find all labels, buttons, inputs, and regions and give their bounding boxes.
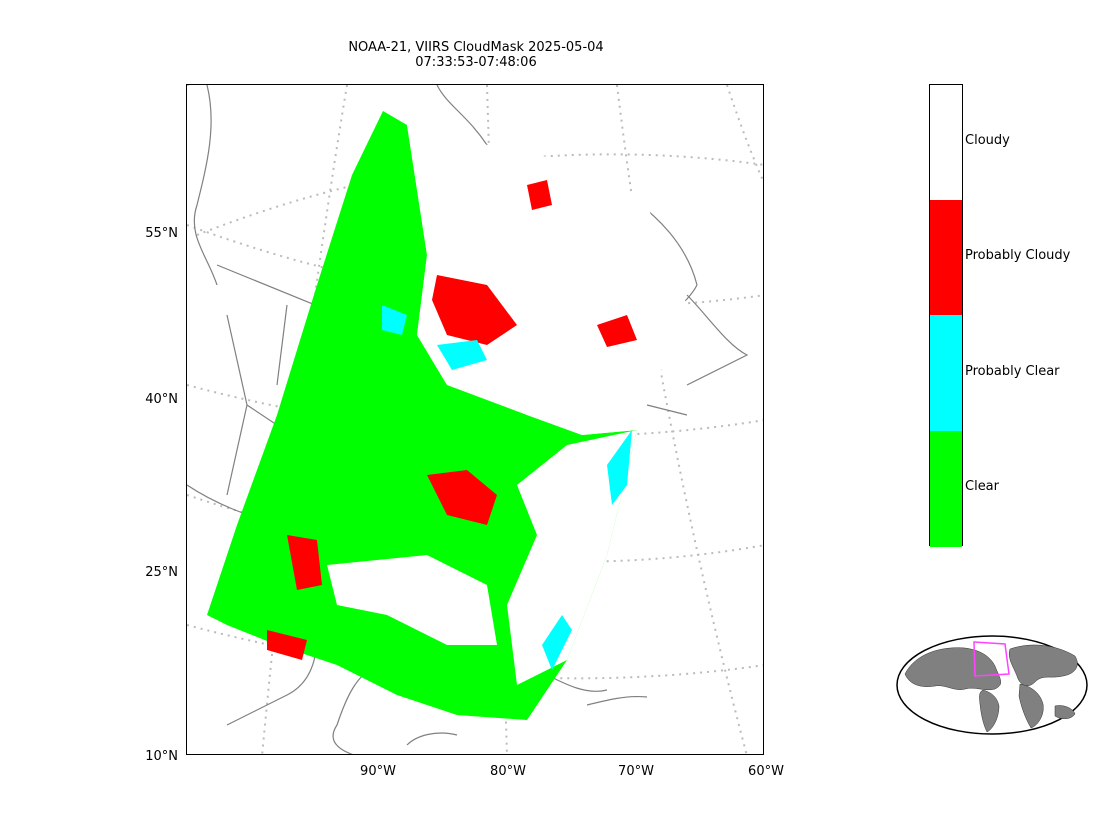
legend-label-probably-cloudy: Probably Cloudy [965, 248, 1071, 263]
swath-probcloudy-3 [287, 535, 322, 590]
lat-label-25: 25°N [145, 565, 178, 580]
swath-cloudy-gulf [327, 555, 497, 645]
lat-label-40: 40°N [145, 392, 178, 407]
legend-swatch-clear [930, 431, 962, 547]
swath-cloudy-east [507, 430, 637, 685]
lon-label-60w: 60°W [748, 764, 784, 779]
lat-label-55: 55°N [145, 226, 178, 241]
swath-layer [207, 111, 687, 720]
swath-probcloudy-4 [267, 630, 307, 660]
swath-probcloudy-2 [427, 470, 497, 525]
swath-probcloudy-5 [527, 180, 552, 210]
legend-label-clear: Clear [965, 479, 999, 494]
swath-probcloudy-6 [597, 315, 637, 347]
legend-label-cloudy: Cloudy [965, 133, 1010, 148]
swath-probclear-2 [607, 430, 632, 505]
swath-probclear-3 [542, 615, 572, 670]
globe-land [904, 644, 1078, 733]
overview-globe [896, 635, 1088, 735]
swath-probcloudy-1 [432, 275, 517, 345]
map-svg [187, 85, 763, 754]
lon-label-70w: 70°W [618, 764, 654, 779]
legend-label-probably-clear: Probably Clear [965, 364, 1060, 379]
swath-probclear-4 [382, 305, 407, 335]
lon-label-80w: 80°W [490, 764, 526, 779]
globe-swath-box [973, 641, 1010, 677]
map-panel [186, 84, 764, 755]
lon-label-90w: 90°W [360, 764, 396, 779]
plot-title: NOAA-21, VIIRS CloudMask 2025-05-04 07:3… [186, 40, 766, 70]
legend-colorbar [929, 84, 963, 547]
lat-label-10: 10°N [145, 749, 178, 764]
title-line-2: 07:33:53-07:48:06 [415, 55, 537, 70]
legend-swatch-cloudy [930, 85, 962, 200]
swath-probclear-1 [437, 340, 487, 370]
legend-swatch-probably-clear [930, 315, 962, 431]
title-line-1: NOAA-21, VIIRS CloudMask 2025-05-04 [348, 40, 604, 55]
legend-swatch-probably-cloudy [930, 200, 962, 315]
